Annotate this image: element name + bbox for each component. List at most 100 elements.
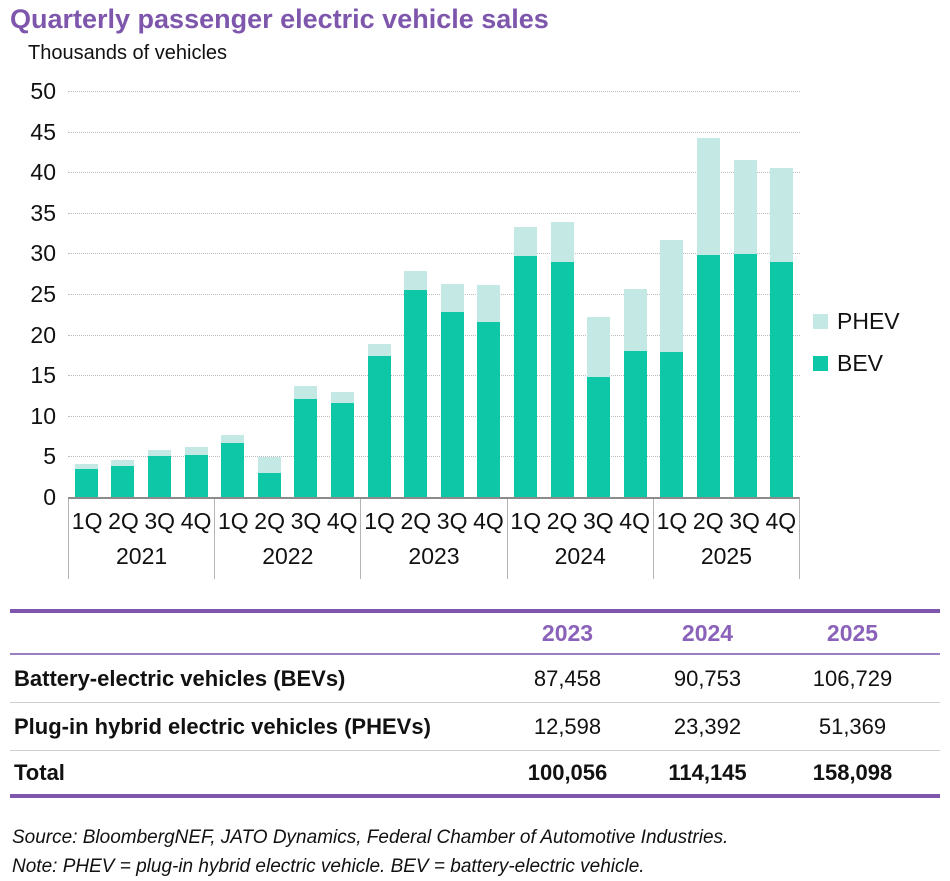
quarter-label-3Q-2023: 3Q xyxy=(436,507,468,534)
segment-phev-4Q-2024 xyxy=(623,289,647,351)
quarter-label-2Q-2023: 2Q xyxy=(400,507,432,534)
gridline-15 xyxy=(68,375,800,377)
bar-3Q-2021 xyxy=(147,449,171,497)
gridline-20 xyxy=(68,334,800,336)
gridline-45 xyxy=(68,131,800,133)
quarter-label-2Q-2024: 2Q xyxy=(546,507,578,534)
gridline-40 xyxy=(68,172,800,174)
y-tick-label-0: 0 xyxy=(43,484,56,510)
segment-bev-4Q-2024 xyxy=(623,350,647,497)
table-row: Plug-in hybrid electric vehicles (PHEVs)… xyxy=(10,703,940,751)
table-row: Total 100,056 114,145 158,098 xyxy=(10,751,940,794)
table-value-2025: 106,729 xyxy=(812,665,893,691)
segment-phev-1Q-2024 xyxy=(513,227,537,256)
x-axis-group-2022: 1Q 2Q 3Q 4Q 2022 xyxy=(214,499,360,579)
quarter-label-1Q-2024: 1Q xyxy=(510,507,542,534)
table-header-row: 2023 2024 2025 xyxy=(10,613,940,655)
bar-4Q-2025 xyxy=(770,168,794,497)
segment-bev-4Q-2021 xyxy=(184,454,208,497)
y-tick-label-15: 15 xyxy=(30,362,56,389)
bar-1Q-2022 xyxy=(221,434,245,497)
segment-bev-3Q-2023 xyxy=(440,311,464,497)
table-row-label: Plug-in hybrid electric vehicles (PHEVs) xyxy=(14,713,431,739)
y-tick-label-40: 40 xyxy=(30,159,56,186)
chart-plot-area xyxy=(68,91,800,497)
table-value-2024: 90,753 xyxy=(673,665,742,691)
segment-phev-4Q-2023 xyxy=(477,285,501,322)
bar-2Q-2022 xyxy=(257,457,281,497)
segment-phev-1Q-2025 xyxy=(660,239,684,352)
y-tick-label-25: 25 xyxy=(30,281,56,307)
quarter-label-2Q-2025: 2Q xyxy=(692,507,724,534)
segment-bev-2Q-2024 xyxy=(550,262,574,497)
quarter-label-4Q-2021: 4Q xyxy=(180,507,212,534)
segment-phev-2Q-2021 xyxy=(111,459,135,467)
quarter-label-row: 1Q 2Q 3Q 4Q xyxy=(69,499,214,543)
footer: Source: BloombergNEF, JATO Dynamics, Fed… xyxy=(12,823,728,881)
bar-group-2024 xyxy=(507,91,653,497)
table-header-year-2023: 2023 xyxy=(541,619,594,646)
table-value-2025: 51,369 xyxy=(818,713,887,739)
quarter-label-4Q-2022: 4Q xyxy=(326,507,358,534)
axis-unit-label: Thousands of vehicles xyxy=(28,42,228,64)
segment-bev-1Q-2025 xyxy=(660,351,684,497)
bar-2Q-2025 xyxy=(696,138,720,497)
quarter-label-row: 1Q 2Q 3Q 4Q xyxy=(215,499,360,543)
annual-sales-table: 2023 2024 2025 Battery-electric vehicles (B… xyxy=(10,609,940,798)
gridline-50 xyxy=(68,91,800,92)
segment-phev-4Q-2025 xyxy=(770,168,794,263)
segment-bev-4Q-2025 xyxy=(770,262,794,497)
table-value-2023: 87,458 xyxy=(533,665,602,691)
y-tick-label-10: 10 xyxy=(30,402,56,429)
bar-group-2025 xyxy=(654,91,800,497)
bar-2Q-2024 xyxy=(550,221,574,497)
segment-phev-2Q-2022 xyxy=(257,457,281,474)
table-row-label: Total xyxy=(14,759,65,785)
bar-4Q-2022 xyxy=(330,392,354,497)
bar-3Q-2025 xyxy=(733,160,757,497)
y-tick-label-30: 30 xyxy=(30,240,56,267)
x-axis: 1Q 2Q 3Q 4Q 2021 1Q 2Q 3Q 4Q 2022 1Q 2Q 3Q 4Q 2023 1Q 2Q… xyxy=(68,497,800,579)
segment-phev-1Q-2023 xyxy=(367,343,391,356)
segment-phev-2Q-2024 xyxy=(550,221,574,263)
y-tick-label-35: 35 xyxy=(30,199,56,226)
bar-1Q-2021 xyxy=(74,463,98,497)
segment-bev-1Q-2023 xyxy=(367,355,391,497)
quarter-label-3Q-2021: 3Q xyxy=(144,507,176,534)
segment-phev-3Q-2023 xyxy=(440,284,464,312)
segment-phev-2Q-2025 xyxy=(696,138,720,256)
year-label-2022: 2022 xyxy=(262,543,314,569)
segment-bev-2Q-2023 xyxy=(404,289,428,497)
quarter-label-3Q-2025: 3Q xyxy=(729,507,760,534)
quarter-label-3Q-2022: 3Q xyxy=(290,507,322,534)
quarter-label-3Q-2024: 3Q xyxy=(583,507,614,534)
quarter-label-2Q-2022: 2Q xyxy=(254,507,285,534)
quarter-label-row: 1Q 2Q 3Q 4Q xyxy=(361,499,506,543)
segment-bev-1Q-2021 xyxy=(74,468,98,497)
quarter-label-1Q-2021: 1Q xyxy=(71,507,103,534)
bar-group-2021 xyxy=(68,91,214,497)
x-axis-group-2021: 1Q 2Q 3Q 4Q 2021 xyxy=(68,499,214,579)
table-value-2023: 100,056 xyxy=(527,759,608,785)
segment-bev-2Q-2022 xyxy=(257,473,281,497)
y-tick-label-20: 20 xyxy=(30,321,56,348)
source-note: Source: BloombergNEF, JATO Dynamics, Fed… xyxy=(12,827,729,848)
gridline-10 xyxy=(68,415,800,417)
legend-swatch-icon xyxy=(813,356,828,371)
bar-4Q-2024 xyxy=(623,289,647,497)
year-label-2023: 2023 xyxy=(408,543,460,569)
table-row: Battery-electric vehicles (BEVs) 87,458 90… xyxy=(10,655,940,703)
bar-3Q-2023 xyxy=(440,284,464,497)
segment-phev-4Q-2021 xyxy=(184,447,208,455)
bar-1Q-2024 xyxy=(513,227,537,497)
gridline-30 xyxy=(68,253,800,255)
y-tick-label-45: 45 xyxy=(30,118,56,145)
segment-bev-4Q-2023 xyxy=(477,321,501,497)
segment-bev-3Q-2025 xyxy=(733,254,757,497)
segment-phev-3Q-2022 xyxy=(294,385,318,399)
quarter-label-1Q-2025: 1Q xyxy=(656,507,688,534)
definition-note: Note: PHEV = plug-in hybrid electric veh… xyxy=(12,856,645,877)
table-value-2025: 158,098 xyxy=(812,759,893,785)
bar-group-2023 xyxy=(361,91,507,497)
gridline-5 xyxy=(68,456,800,458)
